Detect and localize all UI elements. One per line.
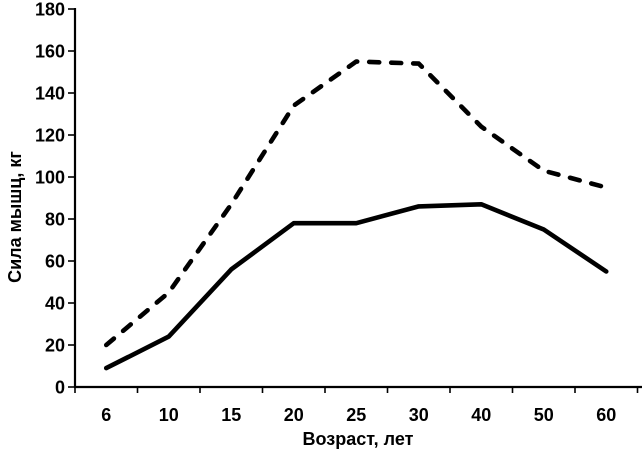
y-tick-label: 140: [35, 84, 65, 104]
axes: [73, 8, 642, 389]
series-dashed-line: [103, 59, 609, 348]
x-tick-label: 30: [409, 405, 429, 425]
x-tick-label: 20: [284, 405, 304, 425]
y-tick-label: 100: [35, 168, 65, 188]
x-tick-label: 15: [221, 405, 241, 425]
x-tick-label: 60: [596, 405, 616, 425]
y-tick-label: 160: [35, 42, 65, 62]
x-tick-label: 10: [159, 405, 179, 425]
y-tick-label: 120: [35, 126, 65, 146]
x-axis-title: Возраст, лет: [302, 429, 414, 449]
x-tick-label: 40: [471, 405, 491, 425]
y-axis: 0 20 40 60 80 100 120 140 160 180: [35, 0, 75, 398]
y-axis-title: Сила мышц, кг: [5, 151, 25, 283]
y-tick-label: 180: [35, 0, 65, 20]
x-axis: 6 10 15 20 25 30 40 50 60: [74, 387, 639, 425]
x-tick-label: 50: [534, 405, 554, 425]
y-tick-label: 60: [45, 252, 65, 272]
y-tick-label: 20: [45, 336, 65, 356]
y-tick-label: 80: [45, 210, 65, 230]
series-solid-line: [103, 202, 609, 371]
y-tick-label: 0: [55, 378, 65, 398]
x-tick-label: 6: [101, 405, 111, 425]
x-tick-label: 25: [346, 405, 366, 425]
y-tick-label: 40: [45, 294, 65, 314]
